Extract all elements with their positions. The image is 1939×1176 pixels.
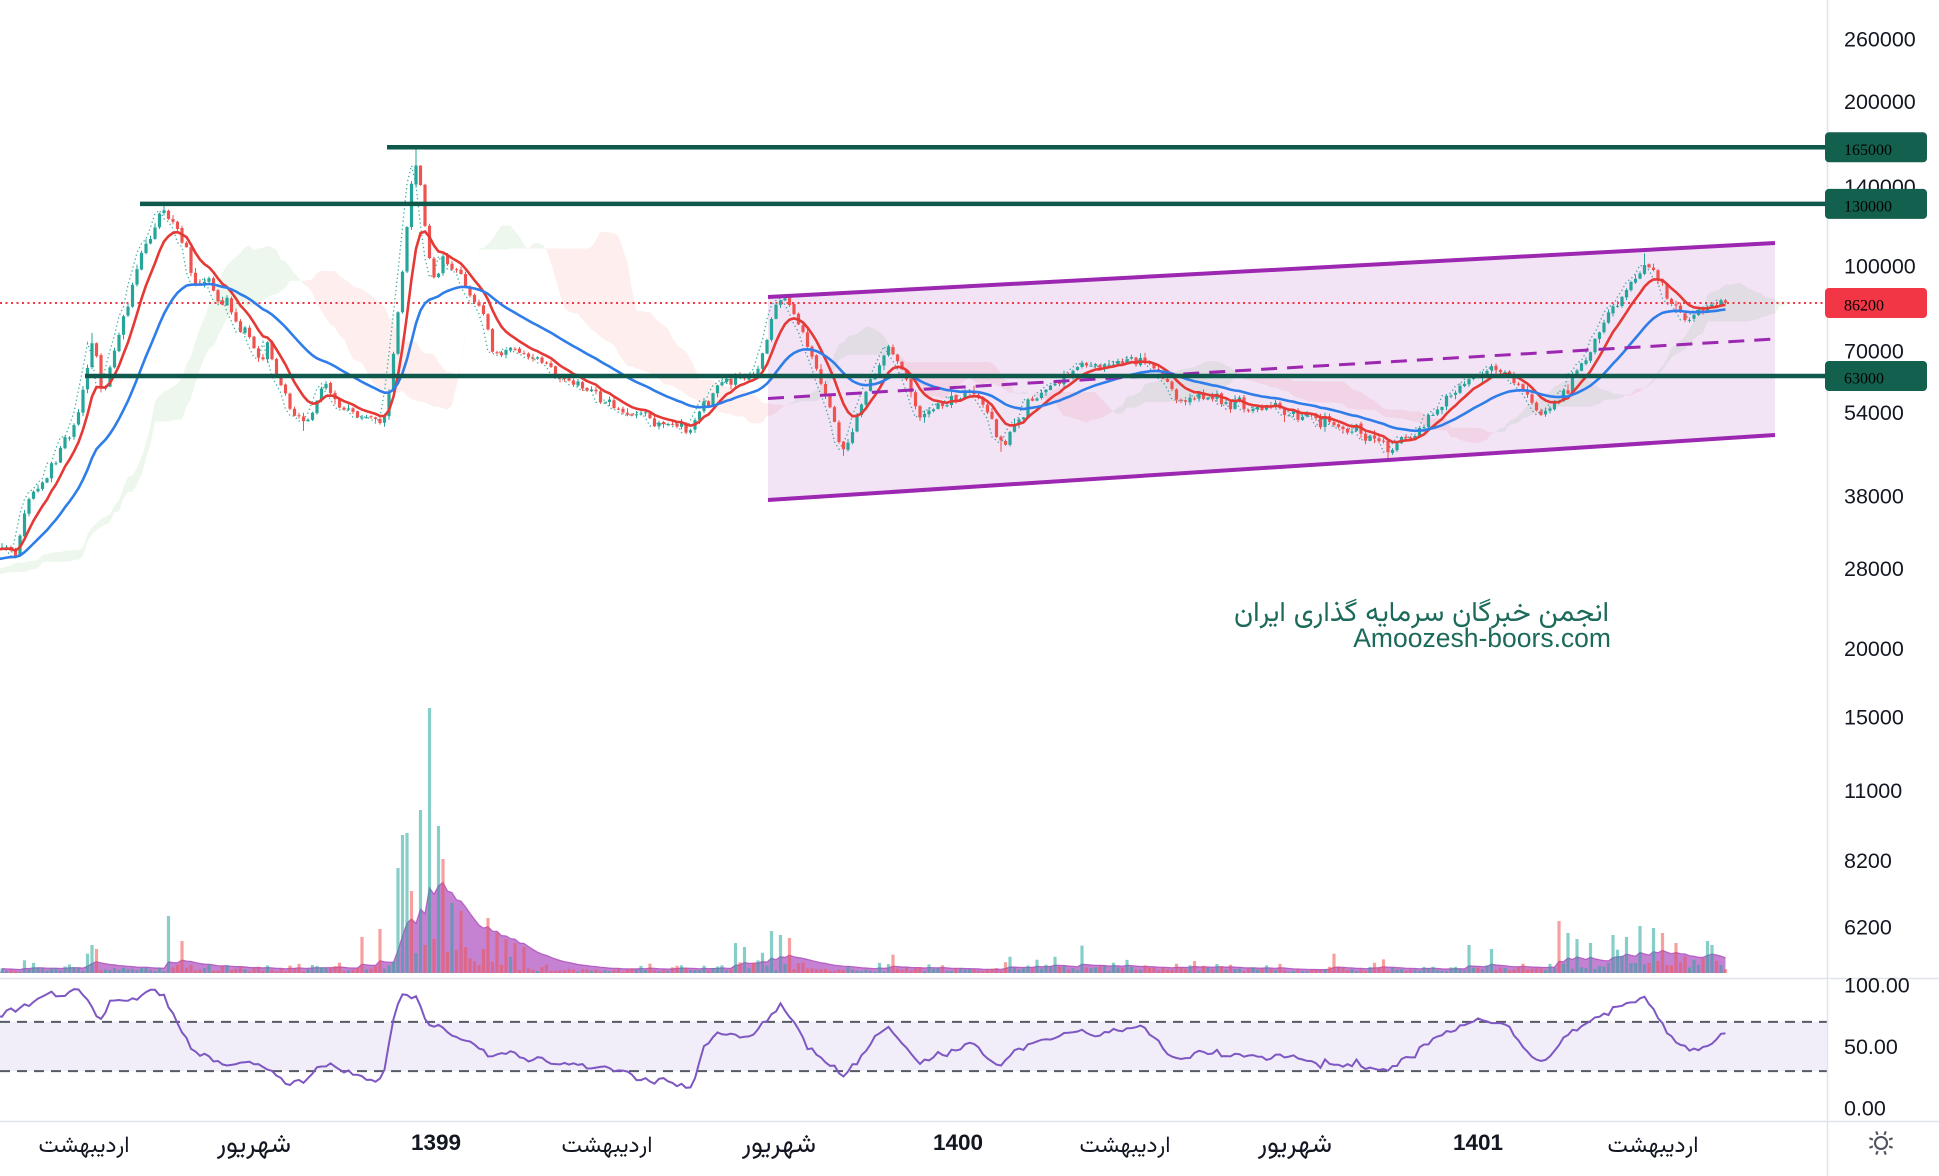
svg-text:200000: 200000: [1844, 90, 1916, 114]
svg-text:260000: 260000: [1844, 28, 1916, 52]
svg-text:6200: 6200: [1844, 915, 1892, 939]
svg-text:8200: 8200: [1844, 849, 1892, 873]
svg-text:86200: 86200: [1844, 298, 1884, 315]
svg-text:100000: 100000: [1844, 255, 1916, 279]
svg-text:1399: 1399: [411, 1130, 461, 1155]
svg-text:1401: 1401: [1453, 1130, 1503, 1155]
svg-text:38000: 38000: [1844, 485, 1904, 509]
svg-text:50.00: 50.00: [1844, 1035, 1898, 1059]
svg-text:165000: 165000: [1844, 142, 1892, 159]
svg-text:20000: 20000: [1844, 637, 1904, 661]
svg-text:0.00: 0.00: [1844, 1097, 1886, 1121]
svg-text:28000: 28000: [1844, 557, 1904, 581]
svg-text:70000: 70000: [1844, 340, 1904, 364]
svg-text:130000: 130000: [1844, 198, 1892, 215]
svg-text:1400: 1400: [933, 1130, 983, 1155]
svg-text:15000: 15000: [1844, 705, 1904, 729]
svg-text:54000: 54000: [1844, 401, 1904, 425]
svg-text:63000: 63000: [1844, 371, 1884, 388]
svg-text:100.00: 100.00: [1844, 974, 1910, 998]
svg-text:11000: 11000: [1844, 779, 1902, 803]
svg-text:Amoozesh-boors.com: Amoozesh-boors.com: [1353, 623, 1611, 653]
